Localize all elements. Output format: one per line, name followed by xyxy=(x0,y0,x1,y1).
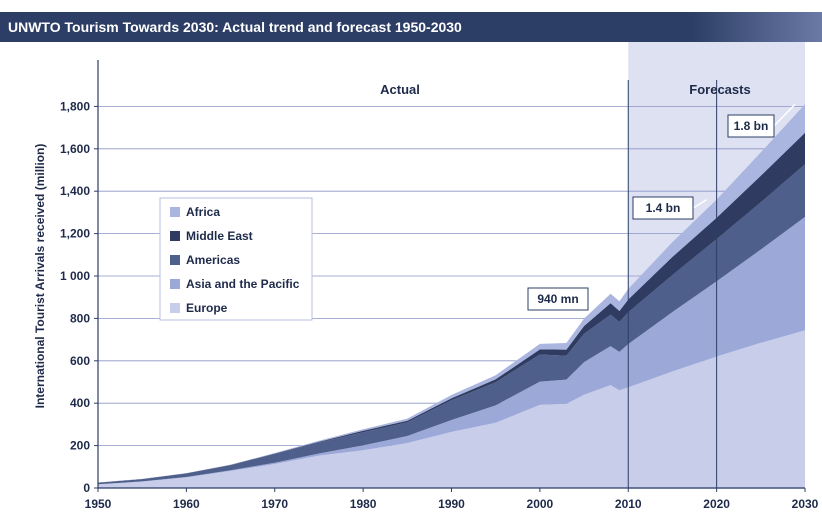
x-tick-label: 2020 xyxy=(703,497,730,511)
area-asia-and-the-pacific xyxy=(98,216,805,485)
annotation-leader xyxy=(692,199,708,209)
chart-area: 0 200 400 600 800 1 000 1,200 1,400 1,600 1,800 1… xyxy=(0,42,822,521)
y-tick-label: 0 xyxy=(83,481,90,495)
legend-swatch xyxy=(170,255,180,265)
y-tick-labels: 0 200 400 600 800 1 000 1,200 1,400 1,600 1,800 xyxy=(60,99,98,495)
x-tick-label: 1980 xyxy=(350,497,377,511)
header-shade xyxy=(692,12,822,42)
annotation-label: 1.4 bn xyxy=(646,201,681,215)
legend-label: Middle East xyxy=(186,229,253,243)
annotations: 940 mn 1.4 bn 1.8 bn xyxy=(527,103,796,311)
region-label-actual: Actual xyxy=(380,82,420,97)
legend-swatch xyxy=(170,207,180,217)
legend: Africa Middle East Americas Asia and the Pa… xyxy=(159,197,313,321)
top-strip xyxy=(0,0,822,12)
y-tick-label: 1,200 xyxy=(60,227,90,241)
region-label-forecasts: Forecasts xyxy=(689,82,750,97)
x-tick-label: 1970 xyxy=(261,497,288,511)
legend-label: Africa xyxy=(186,205,220,219)
region-dividers xyxy=(627,80,718,488)
annotation-label: 1.8 bn xyxy=(734,119,769,133)
x-tick-labels: 1950 1960 1970 1980 1990 2000 2010 2020 2030 xyxy=(85,488,819,511)
y-tick-label: 1,400 xyxy=(60,184,90,198)
x-tick-label: 2010 xyxy=(615,497,642,511)
y-tick-label: 400 xyxy=(70,396,90,410)
y-axis-label: International Tourist Arrivals received … xyxy=(33,144,47,409)
legend-swatch xyxy=(170,303,180,313)
y-tick-label: 1,800 xyxy=(60,99,90,113)
x-tick-label: 1960 xyxy=(173,497,200,511)
tourism-area-chart: 0 200 400 600 800 1 000 1,200 1,400 1,600 1,800 1… xyxy=(33,42,819,511)
legend-swatch xyxy=(170,279,180,289)
chart-title: UNWTO Tourism Towards 2030: Actual trend… xyxy=(8,19,462,35)
y-tick-label: 200 xyxy=(70,439,90,453)
region-labels: Actual Forecasts xyxy=(380,82,751,97)
y-tick-label: 1 000 xyxy=(60,269,90,283)
annotation-leader xyxy=(587,288,619,300)
legend-swatch xyxy=(170,231,180,241)
annotation-box xyxy=(727,114,775,138)
annotation-leader xyxy=(773,103,796,127)
x-tick-label: 1950 xyxy=(85,497,112,511)
x-tick-label: 1990 xyxy=(438,497,465,511)
y-tick-label: 1,600 xyxy=(60,142,90,156)
y-tick-label: 600 xyxy=(70,354,90,368)
annotation-box xyxy=(527,287,589,311)
legend-label: Asia and the Pacific xyxy=(186,277,300,291)
annotation-box xyxy=(632,196,694,220)
x-tick-label: 2030 xyxy=(792,497,819,511)
legend-label: Americas xyxy=(186,253,240,267)
legend-label: Europe xyxy=(186,301,228,315)
y-tick-label: 800 xyxy=(70,311,90,325)
legend-box xyxy=(159,197,313,321)
annotation-label: 940 mn xyxy=(537,292,578,306)
x-tick-label: 2000 xyxy=(527,497,554,511)
chart-header: UNWTO Tourism Towards 2030: Actual trend… xyxy=(0,12,822,42)
